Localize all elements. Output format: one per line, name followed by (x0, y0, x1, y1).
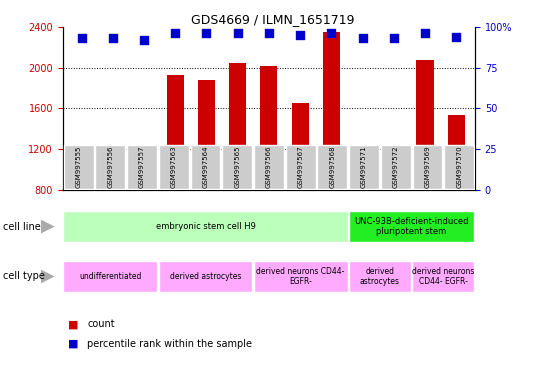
Text: GSM997568: GSM997568 (329, 146, 335, 189)
Bar (286, 146, 316, 189)
Bar (323, 32, 340, 190)
Text: GDS4669 / ILMN_1651719: GDS4669 / ILMN_1651719 (191, 13, 355, 26)
Point (109, 35, 117, 41)
Bar (63, 261, 157, 292)
Text: GSM997556: GSM997556 (108, 146, 114, 188)
Text: derived neurons
CD44- EGFR-: derived neurons CD44- EGFR- (412, 267, 474, 286)
Text: GSM997555: GSM997555 (76, 146, 82, 188)
Bar (254, 261, 348, 292)
Point (233, 30, 242, 36)
Bar (198, 80, 215, 190)
Bar (260, 66, 277, 190)
Bar (96, 146, 125, 189)
Text: GSM997563: GSM997563 (171, 146, 177, 189)
Text: ■: ■ (68, 319, 79, 329)
Text: UNC-93B-deficient-induced
pluripotent stem: UNC-93B-deficient-induced pluripotent st… (354, 217, 469, 236)
Text: GSM997571: GSM997571 (361, 146, 367, 189)
Text: GSM997570: GSM997570 (456, 146, 462, 189)
Bar (73, 149, 90, 190)
Bar (349, 211, 474, 242)
Bar (158, 261, 252, 292)
Point (140, 37, 149, 43)
Text: cell line: cell line (3, 222, 40, 232)
Bar (135, 153, 152, 190)
Bar (63, 211, 348, 242)
Bar (317, 146, 347, 189)
Bar (349, 261, 411, 292)
Point (358, 35, 367, 41)
Bar (191, 146, 221, 189)
Bar (381, 146, 411, 189)
Bar (349, 146, 379, 189)
Text: ■: ■ (68, 339, 79, 349)
Text: embryonic stem cell H9: embryonic stem cell H9 (156, 222, 256, 231)
Text: GSM997572: GSM997572 (393, 146, 399, 188)
Text: undifferentiated: undifferentiated (79, 272, 141, 281)
Point (420, 30, 429, 36)
Point (77, 35, 86, 41)
Bar (167, 75, 184, 190)
Text: derived astrocytes: derived astrocytes (170, 272, 241, 281)
Bar (127, 146, 157, 189)
Text: percentile rank within the sample: percentile rank within the sample (87, 339, 252, 349)
Text: GSM997565: GSM997565 (234, 146, 240, 188)
Text: count: count (87, 319, 115, 329)
Bar (254, 146, 284, 189)
Text: cell type: cell type (3, 271, 45, 281)
Point (452, 34, 461, 40)
Bar (417, 60, 434, 190)
Polygon shape (41, 220, 55, 233)
Text: GSM997564: GSM997564 (203, 146, 209, 188)
Bar (222, 146, 252, 189)
Text: GSM997567: GSM997567 (298, 146, 304, 189)
Point (171, 30, 180, 36)
Point (202, 30, 211, 36)
Point (389, 35, 398, 41)
Bar (444, 146, 474, 189)
Bar (413, 146, 442, 189)
Bar (104, 147, 121, 190)
Bar (354, 148, 371, 190)
Bar (292, 103, 308, 190)
Point (327, 30, 336, 36)
Bar (64, 146, 93, 189)
Bar (159, 146, 189, 189)
Point (296, 32, 305, 38)
Bar (412, 261, 474, 292)
Text: GSM997557: GSM997557 (139, 146, 145, 188)
Text: derived
astrocytes: derived astrocytes (360, 267, 400, 286)
Bar (448, 114, 465, 190)
Point (264, 30, 273, 36)
Bar (229, 63, 246, 190)
Text: GSM997566: GSM997566 (266, 146, 272, 189)
Text: GSM997569: GSM997569 (424, 146, 430, 189)
Bar (385, 156, 402, 190)
Polygon shape (41, 270, 55, 283)
Text: derived neurons CD44-
EGFR-: derived neurons CD44- EGFR- (257, 267, 345, 286)
